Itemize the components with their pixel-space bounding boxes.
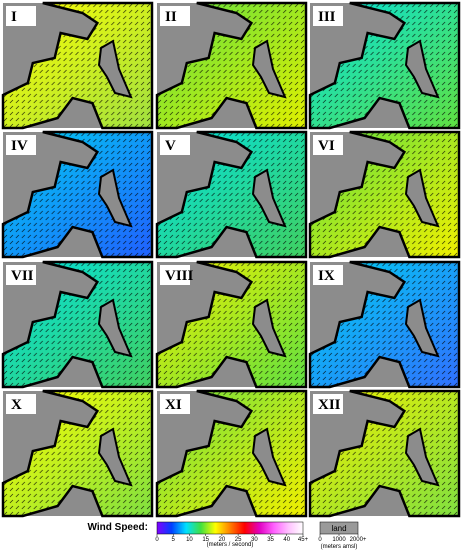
islands: [97, 168, 133, 228]
map-panel: IX: [308, 260, 461, 389]
wind-arrows: [3, 3, 152, 128]
map-panel: VIII: [155, 260, 308, 389]
land-units: (meters amsl): [321, 544, 358, 550]
map-panel: IV: [1, 130, 154, 259]
label-box: [6, 135, 36, 155]
colorbar-tick-label: 25: [235, 537, 242, 543]
wind-arrows: [310, 262, 459, 387]
label-box: [313, 135, 343, 155]
panel-label: VI: [318, 138, 335, 154]
legend-title: Wind Speed:: [88, 522, 148, 533]
panel-label: X: [11, 397, 22, 413]
islands: [251, 427, 287, 487]
wind-arrows: [310, 132, 459, 257]
colorbar-tick-label: 35: [267, 537, 274, 543]
colorbar-tick-label: 45+: [298, 537, 309, 543]
map-panel: II: [155, 1, 308, 130]
label-box: [6, 265, 36, 285]
panel-label: VII: [11, 268, 34, 284]
wind-arrows: [157, 3, 306, 128]
label-box: [6, 394, 36, 414]
colorbar-tick-label: 20: [219, 537, 226, 543]
islands: [97, 298, 133, 358]
map-panel: V: [155, 130, 308, 259]
label-box: [313, 265, 343, 285]
panel-label: IX: [318, 268, 335, 284]
colorbar-tick-label: 15: [202, 537, 209, 543]
label-box: [160, 394, 190, 414]
islands: [404, 168, 440, 228]
islands: [251, 39, 287, 99]
label-box: [160, 6, 190, 26]
map-panel: X: [1, 389, 154, 518]
map-panel: VII: [1, 260, 154, 389]
colorbar-tick-label: 40: [283, 537, 290, 543]
colorbar-tick-label: 10: [186, 537, 193, 543]
colorbar-tick-label: 0: [155, 537, 159, 543]
panel-label: III: [318, 9, 336, 25]
label-box: [160, 265, 190, 285]
land-tick-label: 2000+: [350, 537, 367, 543]
wind-arrows: [310, 3, 459, 128]
wind-arrows: [157, 391, 306, 516]
label-box: [313, 6, 343, 26]
land-tick-label: 1000: [332, 537, 346, 543]
wind-arrows: [3, 391, 152, 516]
wind-arrows: [310, 391, 459, 516]
colorbar-tick-label: 5: [172, 537, 176, 543]
legend: Wind Speed: (meters / second) land (mete…: [88, 521, 367, 550]
islands: [404, 39, 440, 99]
islands: [97, 427, 133, 487]
panel-label: I: [11, 9, 17, 25]
islands: [404, 427, 440, 487]
land-label: land: [331, 524, 346, 533]
wind-arrows: [3, 262, 152, 387]
colorbar-units: (meters / second): [207, 542, 254, 548]
islands: [251, 168, 287, 228]
label-box: [6, 6, 36, 26]
islands: [404, 298, 440, 358]
panel-label: VIII: [165, 268, 194, 284]
colorbar-tick-label: 30: [251, 537, 258, 543]
wind-arrows: [3, 132, 152, 257]
map-panel: XII: [308, 389, 461, 518]
map-panel: VI: [308, 130, 461, 259]
wind-arrows: [157, 262, 306, 387]
panel-label: XII: [318, 397, 341, 413]
panel-label: II: [165, 9, 177, 25]
map-panel: III: [308, 1, 461, 130]
map-panel: XI: [155, 389, 308, 518]
panel-label: XI: [165, 397, 182, 413]
islands: [97, 39, 133, 99]
islands: [251, 298, 287, 358]
label-box: [313, 394, 343, 414]
colorbar: [156, 521, 304, 535]
label-box: [160, 135, 190, 155]
panel-label: IV: [11, 138, 28, 154]
land-tick-label: 0: [318, 537, 322, 543]
map-panel: I: [1, 1, 154, 130]
panel-label: V: [165, 138, 176, 154]
wind-arrows: [157, 132, 306, 257]
